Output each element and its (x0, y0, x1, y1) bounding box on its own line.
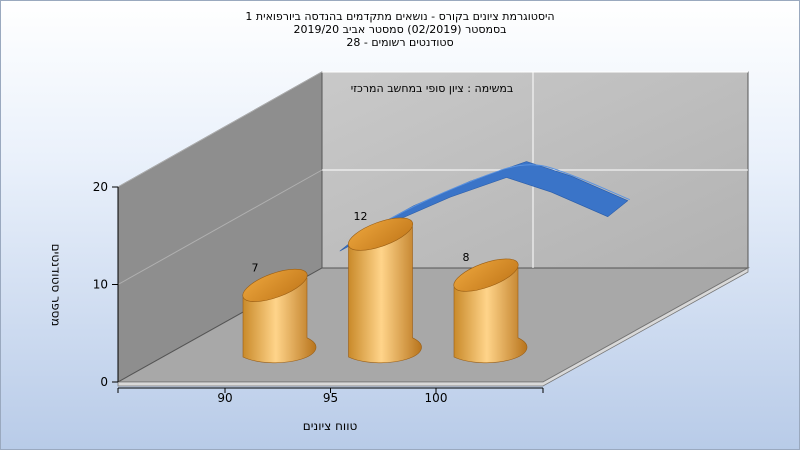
x-axis-label: טווח ציונים (303, 419, 358, 433)
chart-titles: היסטוגרמת ציונים בקורס - נושאים מתקדמים … (0, 10, 800, 49)
x-tick-label: 95 (323, 391, 338, 405)
bar: 12 (347, 210, 422, 364)
bars: 7 12 8 (242, 210, 528, 364)
title-line-3: סטודנטים רשומים - 28 (346, 36, 454, 49)
y-tick-label: 10 (93, 278, 108, 292)
bar-body (348, 226, 422, 364)
bar-value-label: 7 (252, 261, 259, 274)
title-line-1: היסטוגרמת ציונים בקורס - נושאים מתקדמים … (245, 10, 555, 23)
y-tick-label: 0 (100, 375, 108, 389)
bar: 8 (453, 251, 528, 364)
floor-edge (117, 267, 749, 387)
bar-cap (453, 258, 519, 292)
annotation-label: במשימה : ציון סופי במחשב המרכזי (351, 82, 514, 95)
x-tick-label: 90 (217, 391, 232, 405)
grid-line-left (117, 71, 323, 188)
y-axis-label: מספר סטודנטים (49, 244, 63, 327)
bar-value-label: 8 (463, 251, 470, 264)
title-line-2: בסמסטר (02/2019) סמסטר אביב 2019/20 (293, 23, 507, 36)
axes: 0 10 20 90 95 100 (93, 180, 544, 405)
bar-cap (347, 217, 414, 251)
bar: 7 (242, 261, 317, 364)
bar-value-label: 12 (354, 210, 368, 223)
grid-line-left (117, 169, 323, 285)
x-tick-label: 100 (425, 391, 448, 405)
bar-cap (242, 268, 308, 302)
y-tick-label: 20 (93, 180, 108, 194)
bar-body (453, 267, 528, 364)
